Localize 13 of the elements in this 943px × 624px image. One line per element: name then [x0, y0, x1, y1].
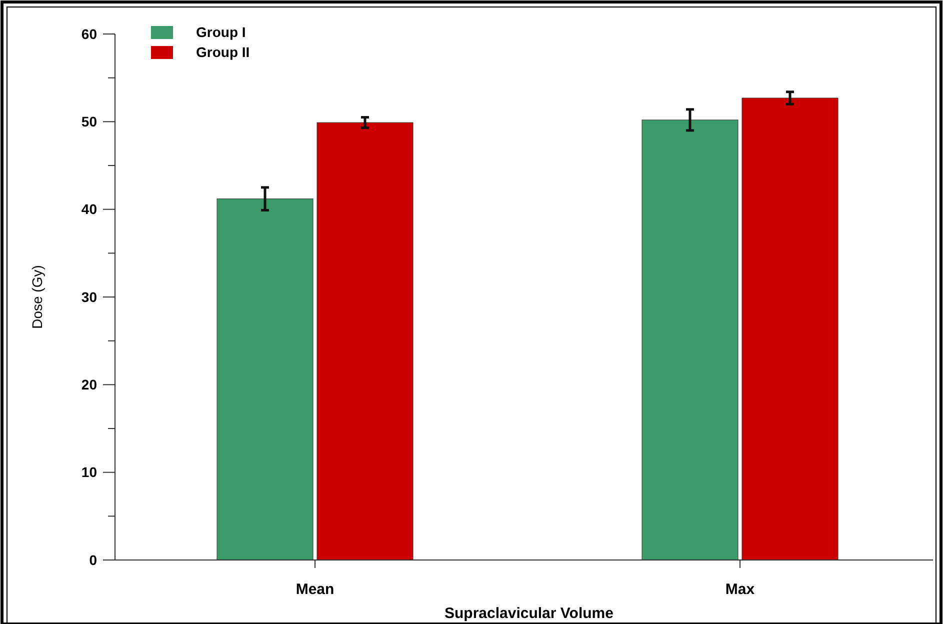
- y-axis-title: Dose (Gy): [29, 265, 45, 329]
- y-tick-label: 20: [81, 376, 98, 393]
- legend-label: Group II: [196, 44, 250, 60]
- y-tick-label: 40: [81, 201, 98, 218]
- x-tick-label: Mean: [296, 581, 334, 598]
- y-tick-label: 60: [81, 26, 98, 42]
- y-tick-label: 10: [81, 464, 98, 480]
- y-tick-label: 50: [81, 114, 98, 130]
- x-axis-title: Supraclavicular Volume: [444, 605, 614, 622]
- x-tick-label: Max: [725, 581, 756, 598]
- y-tick-label: 0: [89, 552, 98, 568]
- legend-label: Group I: [196, 24, 246, 40]
- y-tick-label: 30: [81, 288, 98, 305]
